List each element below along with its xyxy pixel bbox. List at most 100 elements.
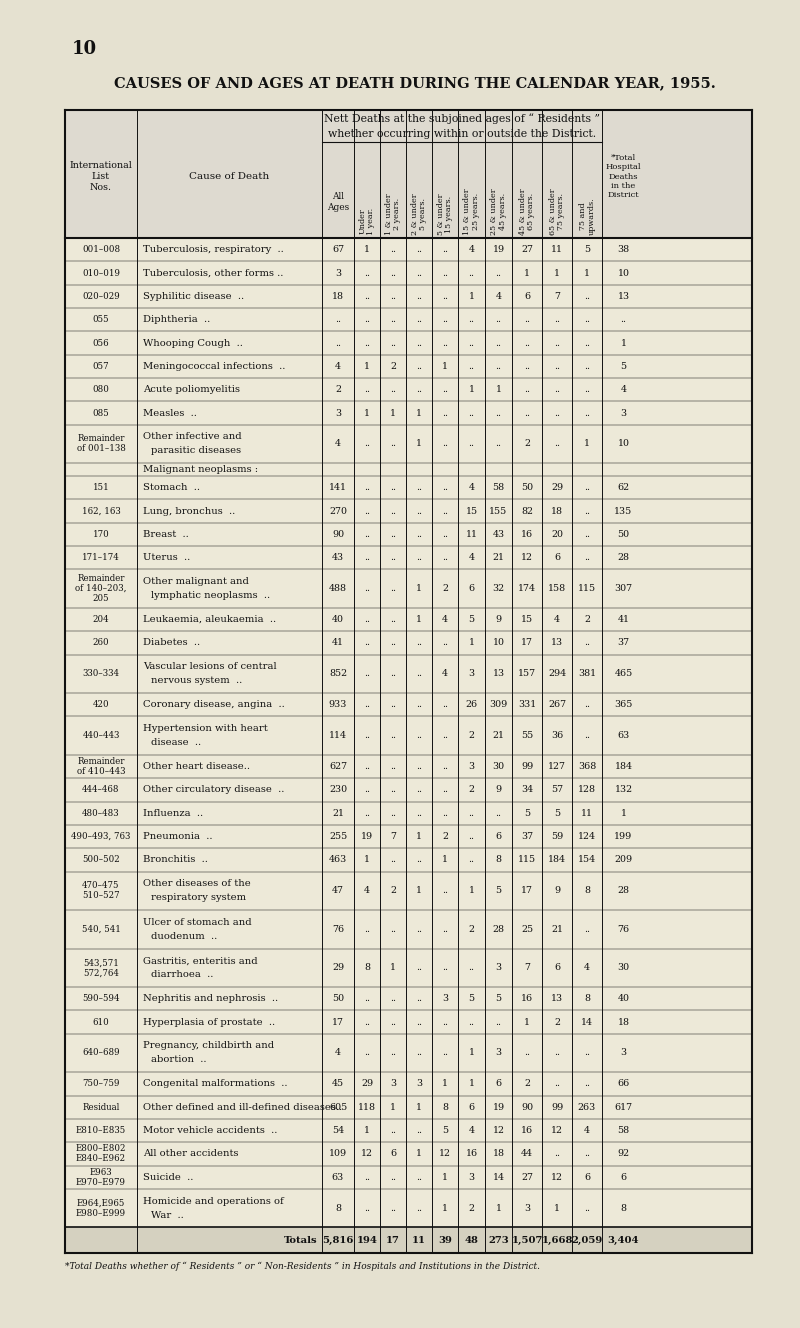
Text: 381: 381 [578,669,596,679]
Text: 605: 605 [329,1102,347,1112]
Text: 43: 43 [332,554,344,562]
Text: 63: 63 [332,1173,344,1182]
Text: Tuberculosis, other forms ..: Tuberculosis, other forms .. [143,268,283,278]
Text: ..: .. [584,732,590,740]
Text: 1: 1 [554,1203,560,1212]
Text: 37: 37 [618,639,630,647]
Text: 13: 13 [551,639,563,647]
Text: 263: 263 [578,1102,596,1112]
Text: ..: .. [364,440,370,449]
Text: 40: 40 [618,995,630,1003]
Text: ..: .. [554,1080,560,1089]
Text: ..: .. [364,639,370,647]
Text: 590–594: 590–594 [82,995,120,1003]
Text: Nephritis and nephrosis  ..: Nephritis and nephrosis .. [143,995,278,1003]
Text: War  ..: War .. [151,1211,184,1219]
Text: ..: .. [364,1203,370,1212]
Text: 75 and
upwards.: 75 and upwards. [578,198,595,235]
Text: 3: 3 [469,1173,474,1182]
Text: ..: .. [364,506,370,515]
Text: ..: .. [364,1017,370,1027]
Text: ..: .. [390,246,396,254]
Text: ..: .. [335,315,341,324]
Text: ..: .. [416,1017,422,1027]
Text: ..: .. [390,732,396,740]
Text: 29: 29 [332,963,344,972]
Text: ..: .. [364,809,370,818]
Text: 16: 16 [466,1149,478,1158]
Text: Other malignant and: Other malignant and [143,578,249,586]
Text: Influenza  ..: Influenza .. [143,809,203,818]
Text: Hyperplasia of prostate  ..: Hyperplasia of prostate .. [143,1017,275,1027]
Text: *Total Deaths whether of “ Residents ” or “ Non-Residents ” in Hospitals and Ins: *Total Deaths whether of “ Residents ” o… [65,1262,540,1271]
Text: 2: 2 [390,886,396,895]
Text: 157: 157 [518,669,536,679]
Text: ..: .. [390,1017,396,1027]
Text: ..: .. [416,924,422,934]
Text: Malignant neoplasms :: Malignant neoplasms : [143,465,258,474]
Text: 5: 5 [554,809,560,818]
Text: 1: 1 [364,361,370,371]
Text: ..: .. [584,409,590,417]
Text: 11: 11 [412,1235,426,1244]
Text: 020–029: 020–029 [82,292,120,301]
Text: 1: 1 [469,385,474,394]
Text: 82: 82 [521,506,533,515]
Text: 365: 365 [614,700,633,709]
Text: 2: 2 [554,1017,560,1027]
Text: 115: 115 [518,855,536,865]
Text: 29: 29 [361,1080,373,1089]
Text: ..: .. [442,315,448,324]
Text: respiratory system: respiratory system [151,894,246,902]
Text: 4: 4 [621,385,626,394]
Text: 17: 17 [521,886,533,895]
Text: 19: 19 [493,1102,505,1112]
Text: ..: .. [416,732,422,740]
Text: ..: .. [390,669,396,679]
Text: 444–468: 444–468 [82,785,120,794]
Text: ..: .. [442,639,448,647]
Text: 1: 1 [364,246,370,254]
Text: ..: .. [554,385,560,394]
Text: 2: 2 [469,1203,474,1212]
Text: 118: 118 [358,1102,376,1112]
Text: 267: 267 [548,700,566,709]
Text: 5: 5 [495,886,502,895]
Text: ..: .. [390,639,396,647]
Text: ..: .. [584,554,590,562]
Text: 9: 9 [554,886,560,895]
Text: ..: .. [469,809,474,818]
Text: ..: .. [364,732,370,740]
Text: 4: 4 [584,1126,590,1135]
Text: nervous system  ..: nervous system .. [151,676,242,685]
Text: 5: 5 [621,361,626,371]
Text: 1: 1 [495,385,502,394]
Text: 2 & under
5 years.: 2 & under 5 years. [410,194,427,235]
Text: 3: 3 [442,995,448,1003]
Text: ..: .. [584,1203,590,1212]
Text: 1: 1 [416,1149,422,1158]
Text: Acute poliomyelitis: Acute poliomyelitis [143,385,240,394]
Text: 255: 255 [329,833,347,841]
Text: ..: .. [584,483,590,493]
Text: 750–759: 750–759 [82,1080,120,1089]
Text: ..: .. [390,924,396,934]
Text: ..: .. [416,268,422,278]
Text: 7: 7 [524,963,530,972]
Text: 1: 1 [442,855,448,865]
Text: 1: 1 [416,615,422,624]
Text: 29: 29 [551,483,563,493]
Text: ..: .. [416,995,422,1003]
Text: 50: 50 [521,483,533,493]
Text: 13: 13 [618,292,630,301]
Text: ..: .. [390,995,396,1003]
Text: 3,404: 3,404 [608,1235,639,1244]
Text: 4: 4 [335,361,341,371]
Text: 141: 141 [329,483,347,493]
Text: 55: 55 [521,732,533,740]
Text: 1: 1 [390,1102,396,1112]
Text: 8: 8 [584,886,590,895]
Text: ..: .. [554,339,560,348]
Text: 3: 3 [495,963,502,972]
Text: 933: 933 [329,700,347,709]
